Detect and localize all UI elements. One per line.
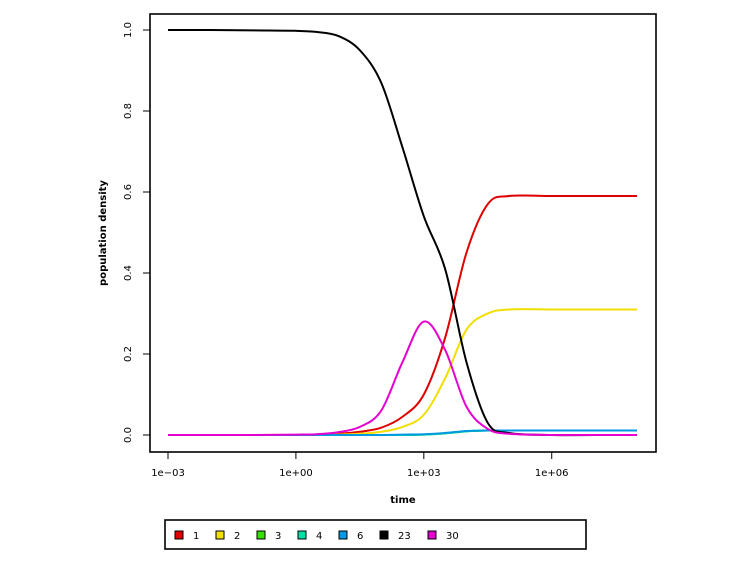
- y-tick-label: 0.6: [123, 184, 134, 200]
- x-tick-label: 1e+03: [407, 468, 441, 479]
- legend-swatch-4: [297, 530, 307, 540]
- legend-label-4: 4: [316, 531, 322, 542]
- legend-swatch-23: [379, 530, 389, 540]
- series-lines: [167, 28, 637, 437]
- y-tick-label: 0.2: [123, 346, 134, 362]
- legend-label-30: 30: [446, 531, 459, 542]
- legend-label-2: 2: [234, 531, 240, 542]
- series-line-1: [168, 194, 637, 437]
- legend-swatch-3: [256, 530, 266, 540]
- legend-swatch-6: [338, 530, 348, 540]
- y-axis: 0.0 0.2 0.4 0.6 0.8 1.0: [123, 22, 151, 443]
- legend-swatch-30: [427, 530, 437, 540]
- x-axis: 1e−03 1e+00 1e+03 1e+06: [151, 451, 569, 479]
- series-line-23: [167, 28, 637, 437]
- series-line-30: [168, 320, 637, 437]
- legend-swatch-2: [215, 530, 225, 540]
- y-tick-label: 0.8: [123, 103, 134, 119]
- y-tick-label: 0.4: [123, 265, 134, 281]
- x-tick-label: 1e+00: [279, 468, 313, 479]
- legend: 1 2 3 4 6 23 30: [174, 530, 459, 542]
- legend-label-1: 1: [193, 531, 199, 542]
- x-tick-label: 1e−03: [151, 468, 185, 479]
- y-tick-label: 0.0: [123, 427, 134, 443]
- y-axis-title: population density: [98, 180, 109, 286]
- legend-label-6: 6: [357, 531, 363, 542]
- legend-swatch-1: [174, 530, 184, 540]
- y-tick-label: 1.0: [123, 22, 134, 38]
- legend-label-3: 3: [275, 531, 281, 542]
- legend-box: [164, 519, 587, 550]
- x-tick-label: 1e+06: [535, 468, 569, 479]
- legend-label-23: 23: [398, 531, 411, 542]
- plot-frame: [149, 13, 657, 453]
- x-axis-title: time: [390, 495, 416, 506]
